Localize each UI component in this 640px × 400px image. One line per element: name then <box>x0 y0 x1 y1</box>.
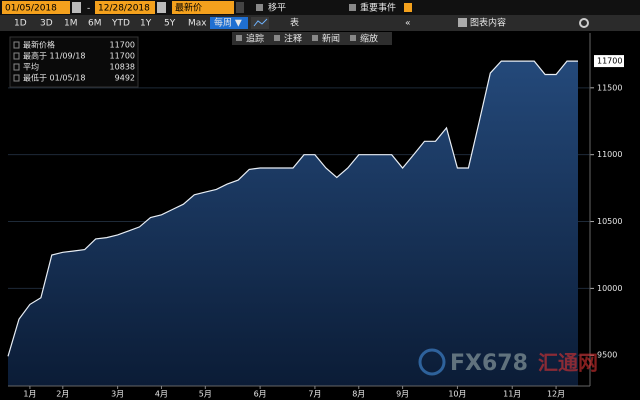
end-date: 12/28/2018 <box>98 4 150 14</box>
settings-icon[interactable] <box>579 18 589 28</box>
tool-button[interactable]: 新闻 <box>322 33 340 45</box>
content-icon <box>458 18 467 27</box>
y-tick-label: 10000 <box>597 284 622 293</box>
end-date-field[interactable] <box>95 1 155 14</box>
period-label: 每周 ▼ <box>214 17 242 29</box>
date-separator: - <box>87 4 90 14</box>
tool-icon <box>312 35 318 41</box>
toolbar <box>0 15 640 31</box>
events-checkbox[interactable] <box>349 4 356 11</box>
period-button[interactable] <box>210 17 248 29</box>
y-tick-label: 11500 <box>597 83 622 92</box>
legend-value: 11700 <box>110 52 135 61</box>
range-button[interactable]: 1M <box>64 19 78 29</box>
move-label: 移平 <box>268 2 286 14</box>
range-button[interactable]: 3D <box>40 19 53 29</box>
x-tick-label: 7月 <box>308 390 321 399</box>
x-tick-label: 8月 <box>352 390 365 399</box>
legend-label: 最高于 11/09/18 <box>23 51 85 61</box>
legend-marker <box>13 41 20 49</box>
start-date-field[interactable] <box>2 1 70 14</box>
y-tick-label: 9500 <box>597 351 617 360</box>
legend-value: 11700 <box>110 41 135 50</box>
tool-icon <box>274 35 280 41</box>
legend-box <box>9 36 139 88</box>
chart-content-button[interactable]: 图表内容 <box>470 17 506 29</box>
x-tick-label: 11月 <box>503 390 521 399</box>
tool-button[interactable]: 缩放 <box>360 33 378 45</box>
calendar-icon[interactable] <box>72 2 81 13</box>
x-tick-label: 10月 <box>448 390 466 399</box>
range-button[interactable]: YTD <box>111 19 130 29</box>
chart-type-icon <box>253 18 268 27</box>
field-select[interactable] <box>172 1 234 14</box>
legend-value: 10838 <box>110 63 135 72</box>
legend-label: 平均 <box>23 62 39 72</box>
events-label: 重要事件 <box>360 2 396 14</box>
watermark-site: 汇通网 <box>538 351 598 375</box>
range-button[interactable]: 1Y <box>140 19 152 29</box>
x-tick-label: 4月 <box>155 390 168 399</box>
range-button[interactable]: 1D <box>14 19 27 29</box>
last-value-flag <box>594 55 624 68</box>
calendar-icon[interactable] <box>157 2 166 13</box>
collapse-button[interactable]: « <box>405 19 411 29</box>
tool-button[interactable]: 注释 <box>284 33 302 45</box>
legend-marker <box>13 63 20 71</box>
dropdown-button[interactable] <box>236 2 244 13</box>
range-button[interactable]: 5Y <box>164 19 176 29</box>
x-tick-label: 5月 <box>199 390 212 399</box>
line <box>7 60 578 357</box>
start-date: 01/05/2018 <box>5 4 57 14</box>
range-button[interactable]: Max <box>188 19 207 29</box>
x-tick-label: 1月 <box>23 390 36 399</box>
legend-marker <box>13 52 20 60</box>
legend-label: 最低于 01/05/18 <box>23 73 85 83</box>
watermark-logo <box>418 348 446 376</box>
last-value-label: 11700 <box>597 57 622 66</box>
y-tick-label: 10500 <box>597 217 622 226</box>
x-tick-label: 6月 <box>254 390 267 399</box>
area-fill <box>8 61 578 386</box>
range-button[interactable]: 6M <box>88 19 102 29</box>
x-tick-label: 12月 <box>547 390 565 399</box>
tool-button[interactable]: 追踪 <box>246 33 264 45</box>
legend-label: 最新价格 <box>23 40 55 50</box>
field-name: 最新价 <box>175 2 202 14</box>
info-icon[interactable] <box>404 3 412 12</box>
tool-icon <box>350 35 356 41</box>
legend-value: 9492 <box>115 74 135 83</box>
x-tick-label: 2月 <box>56 390 69 399</box>
watermark-brand: FX678 <box>450 351 528 376</box>
tool-icon <box>236 35 242 41</box>
y-tick-label: 11000 <box>597 150 622 159</box>
x-tick-label: 3月 <box>111 390 124 399</box>
x-tick-label: 9月 <box>396 390 409 399</box>
table-button[interactable]: 表 <box>290 17 299 29</box>
legend-marker <box>13 74 20 82</box>
move-checkbox[interactable] <box>256 4 263 11</box>
